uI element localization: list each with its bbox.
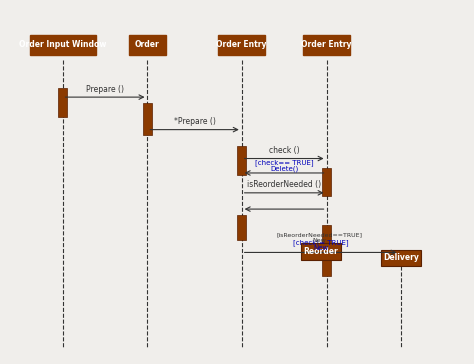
Text: *Prepare (): *Prepare () — [173, 117, 216, 126]
FancyBboxPatch shape — [322, 225, 331, 276]
FancyBboxPatch shape — [237, 214, 246, 240]
FancyBboxPatch shape — [143, 103, 152, 135]
Text: New: New — [313, 245, 328, 251]
FancyBboxPatch shape — [128, 35, 166, 55]
Text: Delivery: Delivery — [383, 253, 419, 262]
Text: isReorderNeeded (): isReorderNeeded () — [247, 180, 321, 189]
FancyBboxPatch shape — [30, 35, 96, 55]
FancyBboxPatch shape — [322, 167, 331, 197]
Text: Order Input Window: Order Input Window — [19, 40, 106, 49]
FancyBboxPatch shape — [58, 88, 67, 117]
Text: [isReorderNeeded==TRUE]: [isReorderNeeded==TRUE] — [276, 232, 363, 237]
Text: [check!= TRUE]: [check!= TRUE] — [293, 239, 348, 246]
Text: Reorder: Reorder — [303, 247, 338, 256]
FancyBboxPatch shape — [301, 244, 341, 260]
Text: Delete(): Delete() — [270, 165, 298, 171]
Text: Order Entry: Order Entry — [301, 40, 352, 49]
FancyBboxPatch shape — [303, 35, 350, 55]
Text: Order: Order — [135, 40, 160, 49]
Text: Prepare (): Prepare () — [86, 84, 124, 94]
FancyBboxPatch shape — [237, 146, 246, 175]
FancyBboxPatch shape — [381, 250, 421, 266]
Text: [check== TRUE]: [check== TRUE] — [255, 160, 313, 166]
FancyBboxPatch shape — [218, 35, 265, 55]
Text: check (): check () — [269, 146, 300, 155]
Text: New: New — [312, 238, 326, 244]
Text: Order Entry: Order Entry — [217, 40, 267, 49]
